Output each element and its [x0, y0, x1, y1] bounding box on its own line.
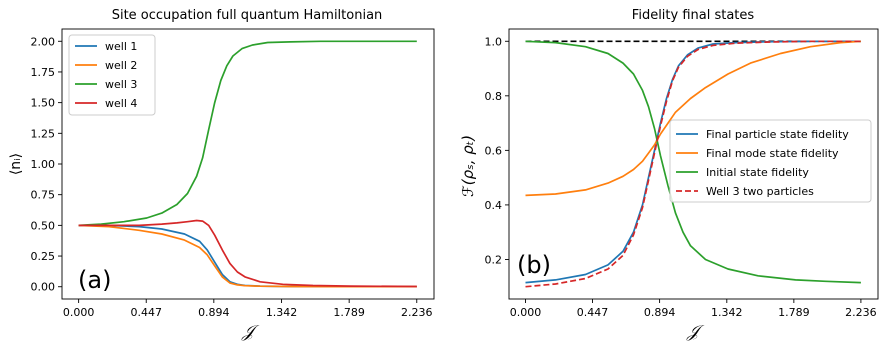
chart-b-y-tick-label: 0.8 — [485, 90, 503, 103]
chart-a-y-tick-label: 0.75 — [31, 189, 56, 202]
chart-a-series-well-2 — [78, 224, 417, 288]
chart-b-legend-label: Final mode state fidelity — [706, 147, 839, 160]
chart-b-y-tick-label: 0.6 — [485, 144, 503, 157]
chart-b-y-tick-label: 0.4 — [485, 199, 503, 212]
chart-a-x-axis: 0.000 0.447 0.894 1.342 1.789 2.236 — [63, 299, 433, 319]
chart-b-legend-label: Well 3 two particles — [706, 185, 814, 198]
chart-b-x-tick-label: 1.789 — [778, 306, 810, 319]
chart-a-series-well-3 — [78, 40, 417, 227]
chart-b-plot-frame — [508, 28, 879, 300]
chart-a-y-tick-label: 1.75 — [31, 66, 56, 79]
chart-a-y-tick-label: 2.00 — [31, 35, 56, 48]
chart-b-x-tick-label: 1.342 — [711, 306, 743, 319]
chart-b-legend-label: Final particle state fidelity — [706, 128, 849, 141]
chart-b-x-axis: 0.000 0.447 0.894 1.342 1.789 2.236 — [510, 299, 877, 319]
chart-b-y-tick-label: 0.2 — [485, 253, 503, 266]
chart-a-legend-label: well 1 — [105, 40, 137, 53]
chart-b-y-tick-label: 1.0 — [485, 35, 503, 48]
chart-a-y-tick-label: 1.25 — [31, 127, 56, 140]
chart-a-y-tick-label: 0.00 — [31, 281, 56, 294]
chart-b-x-label: 𝒥 — [686, 322, 705, 342]
chart-a-x-tick-label: 1.342 — [266, 306, 298, 319]
chart-a-y-label: ⟨nᵢ⟩ — [8, 153, 24, 175]
chart-b-x-tick-label: 0.894 — [644, 306, 676, 319]
chart-a-title: Site occupation full quantum Hamiltonian — [112, 8, 383, 23]
chart-a-y-tick-label: 0.25 — [31, 250, 56, 263]
chart-b-legend: Final particle state fidelity Final mode … — [669, 119, 872, 203]
chart-a-y-tick-label: 1.00 — [31, 158, 56, 171]
chart-a-legend-label: well 4 — [105, 97, 137, 110]
chart-a-legend-label: well 3 — [105, 78, 137, 91]
chart-a-x-tick-label: 1.789 — [333, 306, 365, 319]
chart-a-legend: well 1 well 2 well 3 well 4 — [68, 34, 156, 116]
chart-b-y-label: ℱ(ρₛ, ρₜ) — [459, 135, 477, 197]
chart-b-legend-box — [669, 119, 872, 203]
chart-b-x-tick-label: 0.000 — [510, 306, 542, 319]
chart-a-x-tick-label: 2.236 — [401, 306, 433, 319]
chart-a-legend-box — [68, 34, 156, 116]
chart-a-y-tick-label: 1.50 — [31, 97, 56, 110]
chart-a-series-well-4 — [78, 219, 417, 288]
chart-b-series-well-3-two-particles — [525, 40, 861, 288]
chart-b-x-tick-label: 2.236 — [845, 306, 877, 319]
chart-a: Site occupation full quantum Hamiltonian… — [8, 8, 435, 342]
chart-b-title: Fidelity final states — [632, 8, 755, 23]
chart-b-x-tick-label: 0.447 — [577, 306, 609, 319]
chart-b-legend-label: Initial state fidelity — [706, 166, 809, 179]
chart-a-y-tick-label: 0.50 — [31, 219, 56, 232]
chart-b: Fidelity final states 0.000 0.447 0.894 1.3… — [459, 8, 879, 342]
chart-a-panel-label: (a) — [78, 266, 111, 294]
chart-b-series-final-mode-state-fidelity — [525, 40, 861, 197]
chart-a-x-tick-label: 0.894 — [198, 306, 230, 319]
chart-b-series-initial-state-fidelity — [525, 40, 861, 284]
chart-a-x-tick-label: 0.447 — [130, 306, 162, 319]
chart-a-x-label: 𝒥 — [241, 322, 260, 342]
chart-a-y-axis: 0.00 0.25 0.50 0.75 1.00 1.25 1.50 1.75 2.00 — [31, 35, 62, 294]
chart-a-legend-label: well 2 — [105, 59, 137, 72]
chart-b-panel-label: (b) — [517, 251, 551, 279]
chart-a-x-tick-label: 0.000 — [63, 306, 95, 319]
chart-b-y-axis: 0.2 0.4 0.6 0.8 1.0 — [485, 35, 509, 266]
